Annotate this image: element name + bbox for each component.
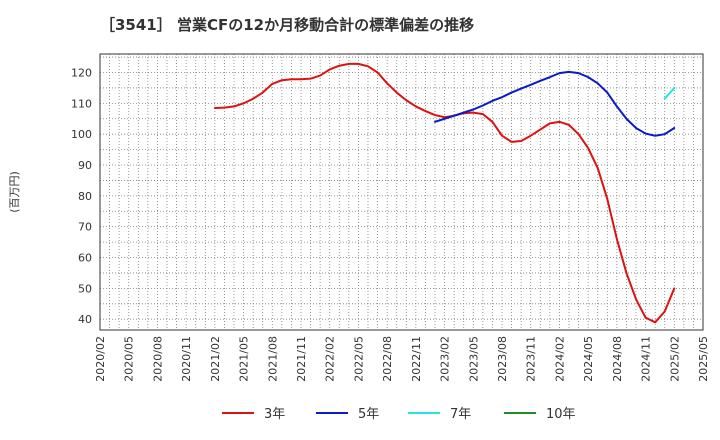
axes: 40 50 60 70 80 90 100 110 120 2020/02 2020/05 2020/…: [71, 67, 710, 382]
y-tick-label: 120: [71, 67, 92, 80]
y-tick-label: 70: [78, 221, 92, 234]
x-tick-label: 2025/05: [697, 336, 710, 382]
legend-label: 5年: [358, 407, 379, 422]
legend-label: 7年: [450, 407, 471, 422]
plot-area: [100, 54, 703, 330]
y-tick-label: 60: [78, 252, 92, 265]
x-tick-label: 2024/05: [582, 336, 595, 382]
x-tick-label: 2024/02: [553, 336, 566, 382]
legend-label: 10年: [546, 407, 576, 422]
x-tick-label: 2021/02: [209, 336, 222, 382]
x-tick-label: 2021/11: [295, 336, 308, 382]
x-tick-label: 2022/02: [324, 336, 337, 382]
series-line-2: [434, 70, 676, 137]
x-tick-label: 2020/11: [180, 336, 193, 382]
x-tick-label: 2023/05: [467, 336, 480, 382]
series-line-3: [663, 86, 676, 100]
x-tick-label: 2021/08: [266, 336, 279, 382]
x-tick-label: 2020/02: [94, 336, 107, 382]
plot-border: [99, 53, 704, 331]
x-tick-label: 2023/08: [496, 336, 509, 382]
x-tick-label: 2022/08: [381, 336, 394, 382]
y-tick-label: 90: [78, 159, 92, 172]
x-tick-label: 2022/05: [352, 336, 365, 382]
y-tick-label: 40: [78, 313, 92, 326]
x-tick-label: 2020/05: [123, 336, 136, 382]
y-tick-label: 100: [71, 128, 92, 141]
chart-title: ［3541］ 営業CFの12か月移動合計の標準偏差の推移: [100, 16, 474, 34]
x-tick-label: 2023/02: [439, 336, 452, 382]
x-tick-label: 2023/11: [525, 336, 538, 382]
y-axis-label: (百万円): [8, 171, 21, 213]
x-tick-label: 2025/02: [668, 336, 681, 382]
x-tick-label: 2022/11: [410, 336, 423, 382]
series-line-1: [213, 62, 676, 324]
x-tick-label: 2024/08: [611, 336, 624, 382]
x-tick-label: 2024/11: [640, 336, 653, 382]
y-tick-label: 80: [78, 190, 92, 203]
series-lines: [213, 62, 676, 324]
y-tick-label: 110: [71, 97, 92, 110]
legend-label: 3年: [264, 407, 285, 422]
x-tick-label: 2021/05: [238, 336, 251, 382]
y-tick-label: 50: [78, 282, 92, 295]
legend: 3年 5年 7年 10年: [222, 407, 576, 422]
x-tick-label: 2020/08: [151, 336, 164, 382]
